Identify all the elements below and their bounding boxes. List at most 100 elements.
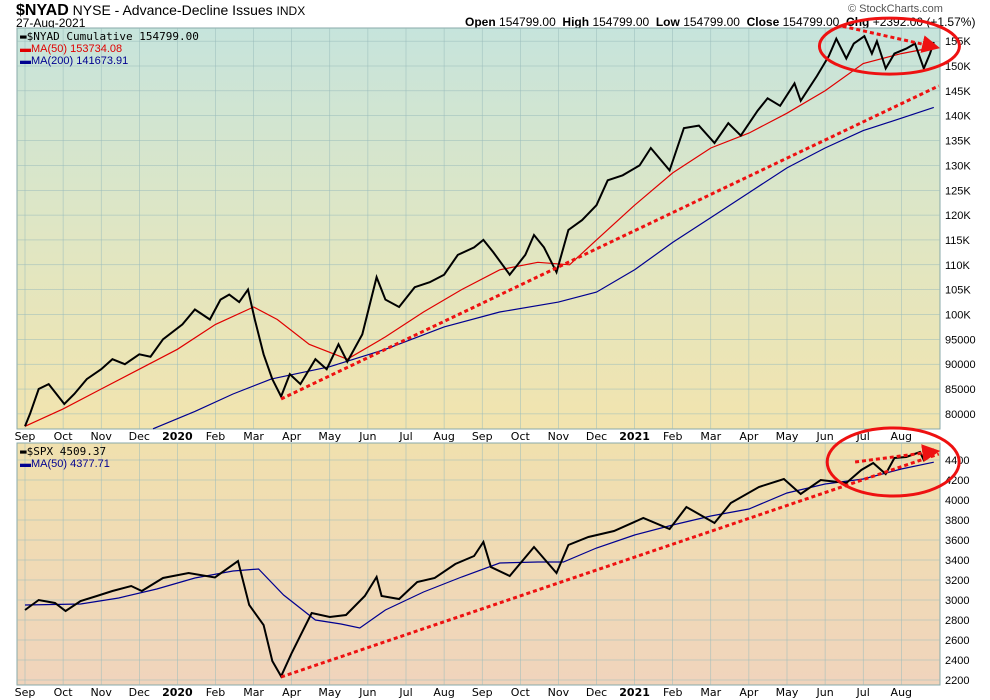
- y-tick-label: 125K: [945, 185, 971, 197]
- y-tick-label: 145K: [945, 86, 971, 98]
- circle-annotation: [817, 16, 961, 76]
- y-tick-label: 3000: [945, 595, 969, 607]
- x-tick-label: Oct: [54, 430, 74, 443]
- x-tick-label: Dec: [129, 686, 150, 699]
- x-tick-label: 2020: [162, 430, 193, 443]
- x-tick-label: Dec: [129, 430, 150, 443]
- x-tick-label: Jun: [816, 430, 834, 443]
- legend-ma200: ▬MA(200) 141673.91: [20, 55, 129, 67]
- y-tick-label: 105K: [945, 285, 971, 297]
- arrow-annotation: [842, 24, 941, 53]
- exchange: INDX: [276, 4, 306, 18]
- y-tick-label: 115K: [945, 235, 971, 247]
- y-tick-label: 95000: [945, 334, 976, 346]
- x-tick-label: Feb: [206, 686, 225, 699]
- y-tick-label: 3800: [945, 515, 969, 527]
- x-tick-label: Apr: [739, 430, 759, 443]
- x-tick-label: May: [776, 686, 799, 699]
- x-tick-label: Dec: [586, 686, 607, 699]
- x-tick-label: Mar: [700, 430, 721, 443]
- x-tick-label: Apr: [282, 686, 302, 699]
- close-label: Close: [746, 15, 780, 29]
- series-ma-50-: [24, 46, 934, 427]
- y-tick-label: 2800: [945, 615, 969, 627]
- x-tick-label: Oct: [54, 686, 74, 699]
- x-tick-label: May: [318, 686, 341, 699]
- x-tick-label: Nov: [548, 430, 570, 443]
- y-tick-label: 3200: [945, 575, 969, 587]
- trendline-annotation: [280, 84, 940, 401]
- y-tick-label: 110K: [945, 260, 971, 272]
- series-ma-200-: [152, 106, 934, 430]
- x-tick-label: Apr: [739, 686, 759, 699]
- x-tick-label: May: [776, 430, 799, 443]
- symbol-name: NYSE - Advance-Decline Issues: [72, 2, 273, 18]
- y-tick-label: 140K: [945, 111, 971, 123]
- low-label: Low: [655, 15, 680, 29]
- x-tick-label: Nov: [90, 430, 112, 443]
- x-tick-label: Aug: [433, 430, 454, 443]
- x-tick-label: Sep: [472, 430, 493, 443]
- open-value: 154799.00: [499, 15, 556, 29]
- x-tick-label: Aug: [891, 686, 912, 699]
- circle-annotation: [825, 426, 961, 498]
- top-plot-area: [16, 27, 941, 430]
- x-tick-label: Jul: [398, 430, 412, 443]
- y-tick-label: 2600: [945, 635, 969, 647]
- legend-label: $SPX 4509.37: [26, 445, 107, 458]
- y-tick-label: 150K: [945, 61, 971, 73]
- chart-date: 27-Aug-2021: [16, 16, 86, 30]
- x-tick-label: Jul: [398, 686, 412, 699]
- high-value: 154799.00: [592, 15, 650, 29]
- x-tick-label: Nov: [90, 686, 112, 699]
- x-tick-label: Aug: [891, 430, 912, 443]
- y-tick-label: 4400: [945, 455, 969, 467]
- x-tick-label: May: [318, 430, 341, 443]
- y-tick-label: 120K: [945, 210, 971, 222]
- x-tick-label: Mar: [700, 686, 721, 699]
- y-tick-label: 130K: [945, 160, 971, 172]
- y-tick-label: 3400: [945, 555, 969, 567]
- x-tick-label: 2021: [619, 430, 650, 443]
- y-tick-label: 85000: [945, 384, 976, 396]
- legend-ma50: ▬MA(50) 153734.08: [20, 43, 123, 55]
- y-tick-label: 3600: [945, 535, 969, 547]
- legend-spx: ▬$SPX 4509.37: [20, 445, 107, 458]
- trendline-annotation: [280, 452, 940, 679]
- y-tick-label: 2400: [945, 655, 969, 667]
- symbol: $NYAD: [16, 2, 69, 19]
- top-legend: ▬$NYAD Cumulative 154799.00 ▬MA(50) 1537…: [20, 30, 199, 67]
- x-tick-label: Feb: [206, 430, 225, 443]
- chart-title: $NYAD NYSE - Advance-Decline Issues INDX: [16, 2, 305, 20]
- x-tick-label: Mar: [243, 686, 264, 699]
- x-tick-label: Dec: [586, 430, 607, 443]
- x-tick-label: Apr: [282, 430, 302, 443]
- x-tick-label: 2020: [162, 686, 193, 699]
- y-tick-label: 100K: [945, 310, 971, 322]
- x-tick-label: 2021: [619, 686, 650, 699]
- x-tick-label: Oct: [511, 686, 531, 699]
- x-tick-label: Feb: [663, 430, 682, 443]
- high-label: High: [562, 15, 590, 29]
- x-tick-label: Aug: [433, 686, 454, 699]
- x-tick-label: Sep: [15, 430, 36, 443]
- x-tick-label: Jun: [816, 686, 834, 699]
- y-tick-label: 90000: [945, 359, 976, 371]
- open-label: Open: [465, 15, 496, 29]
- x-tick-label: Oct: [511, 430, 531, 443]
- legend-label: $NYAD Cumulative 154799.00: [26, 30, 199, 43]
- legend-label: MA(50) 153734.08: [31, 43, 123, 55]
- x-tick-label: Nov: [548, 686, 570, 699]
- series--nyad-cumulative: [24, 34, 935, 427]
- bottom-plot-area: [16, 442, 941, 686]
- y-tick-label: 135K: [945, 136, 971, 148]
- legend-label: MA(200) 141673.91: [31, 55, 129, 67]
- arrow-annotation: [854, 444, 941, 464]
- x-tick-label: Feb: [663, 686, 682, 699]
- x-tick-label: Mar: [243, 430, 264, 443]
- x-tick-label: Sep: [15, 686, 36, 699]
- low-value: 154799.00: [683, 15, 740, 29]
- x-tick-label: Sep: [472, 686, 493, 699]
